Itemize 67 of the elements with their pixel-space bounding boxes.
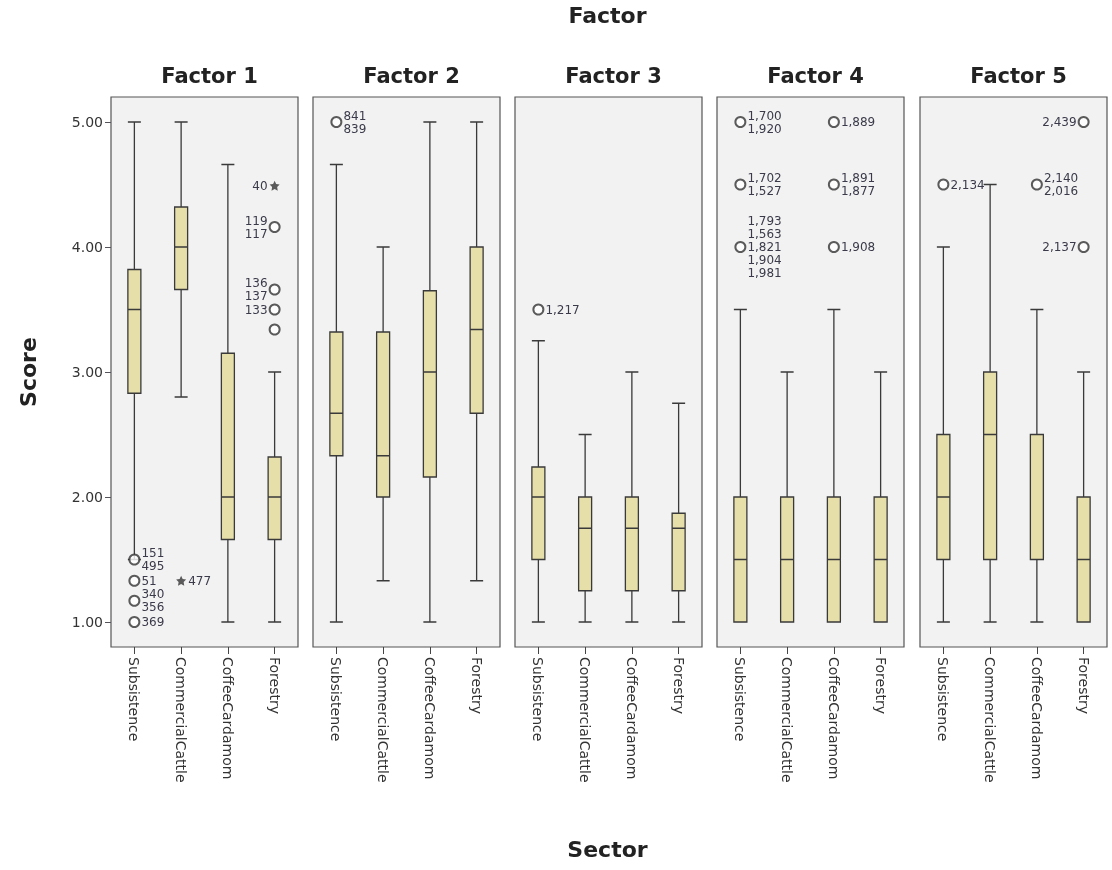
x-tick-label: Forestry xyxy=(468,657,485,715)
annotation: 1,891 xyxy=(840,171,876,185)
x-tick-label: Subsistence xyxy=(126,657,143,742)
annotation: 841 xyxy=(343,108,367,123)
y-axis-title: Score xyxy=(15,337,41,407)
x-tick-label: Forestry xyxy=(1075,657,1092,715)
annotation: 119 xyxy=(244,213,268,228)
annotation: 117 xyxy=(244,226,268,241)
annotation: 1,702 xyxy=(747,171,782,185)
y-tick-label: 4.00 xyxy=(71,239,103,255)
annotation: 1,877 xyxy=(840,184,876,198)
chart-title: Factor 4 xyxy=(767,63,864,88)
annotation: 1,889 xyxy=(840,115,876,129)
annotation: 133 xyxy=(244,302,268,317)
annotation: 136 xyxy=(244,276,268,290)
x-tick-label: Subsistence xyxy=(328,657,345,742)
chart-title: Factor 1 xyxy=(161,63,258,88)
annotation: 40 xyxy=(252,178,268,193)
annotation: 2,137 xyxy=(1042,240,1077,254)
y-tick-label: 5.00 xyxy=(71,114,103,130)
annotation: 2,439 xyxy=(1042,115,1077,129)
annotation: 151 xyxy=(141,546,165,560)
x-tick-label: Subsistence xyxy=(732,657,749,742)
x-tick-label: CoffeeCardamom xyxy=(825,657,842,780)
annotation: 137 xyxy=(244,289,268,303)
x-tick-label: CoffeeCardamom xyxy=(623,657,640,780)
x-tick-label: Forestry xyxy=(266,657,283,715)
y-tick-label: 2.00 xyxy=(71,489,103,505)
x-tick-label: Subsistence xyxy=(530,657,547,742)
annotation: 1,527 xyxy=(747,184,782,198)
x-tick-label: CoffeeCardamom xyxy=(1028,657,1045,780)
text: Factor xyxy=(568,2,647,28)
annotation: 2,134 xyxy=(950,177,985,192)
annotation: 477 xyxy=(188,573,212,588)
annotation: 1,563 xyxy=(747,227,782,241)
y-tick-label: 3.00 xyxy=(71,364,103,380)
annotation: 356 xyxy=(141,600,165,615)
annotation: 1,793 xyxy=(747,214,782,228)
annotation: 340 xyxy=(141,587,165,602)
x-tick-label: Forestry xyxy=(670,657,687,715)
x-tick-label: CommercialCattle xyxy=(577,657,594,783)
annotation: 1,908 xyxy=(840,240,876,254)
x-tick-label: CommercialCattle xyxy=(779,657,796,783)
annotation: 1,920 xyxy=(747,121,782,136)
x-tick-label: Subsistence xyxy=(935,657,952,742)
annotation: 1,821 xyxy=(747,240,782,254)
annotation: 51 xyxy=(141,573,157,588)
annotation: 1,981 xyxy=(747,266,782,280)
annotation: 1,700 xyxy=(747,108,782,123)
annotation: 839 xyxy=(343,121,367,136)
x-axis-title: Sector xyxy=(567,836,648,862)
x-tick-label: CommercialCattle xyxy=(982,657,999,783)
annotation: 1,217 xyxy=(545,302,580,317)
annotation: 2,016 xyxy=(1043,184,1079,198)
annotation: 1,904 xyxy=(747,253,782,267)
chart-title: Factor 2 xyxy=(363,63,460,88)
chart-title: Factor 3 xyxy=(565,63,662,88)
x-tick-label: CoffeeCardamom xyxy=(219,657,236,780)
x-tick-label: CommercialCattle xyxy=(375,657,392,783)
x-tick-label: CommercialCattle xyxy=(173,657,190,783)
annotation: 495 xyxy=(141,559,165,573)
annotation: 2,140 xyxy=(1043,171,1079,185)
x-tick-label: Forestry xyxy=(872,657,889,715)
x-tick-label: CoffeeCardamom xyxy=(421,657,438,780)
y-tick-label: 1.00 xyxy=(71,614,103,630)
annotation: 369 xyxy=(141,615,165,629)
chart-title: Factor 5 xyxy=(970,63,1067,88)
